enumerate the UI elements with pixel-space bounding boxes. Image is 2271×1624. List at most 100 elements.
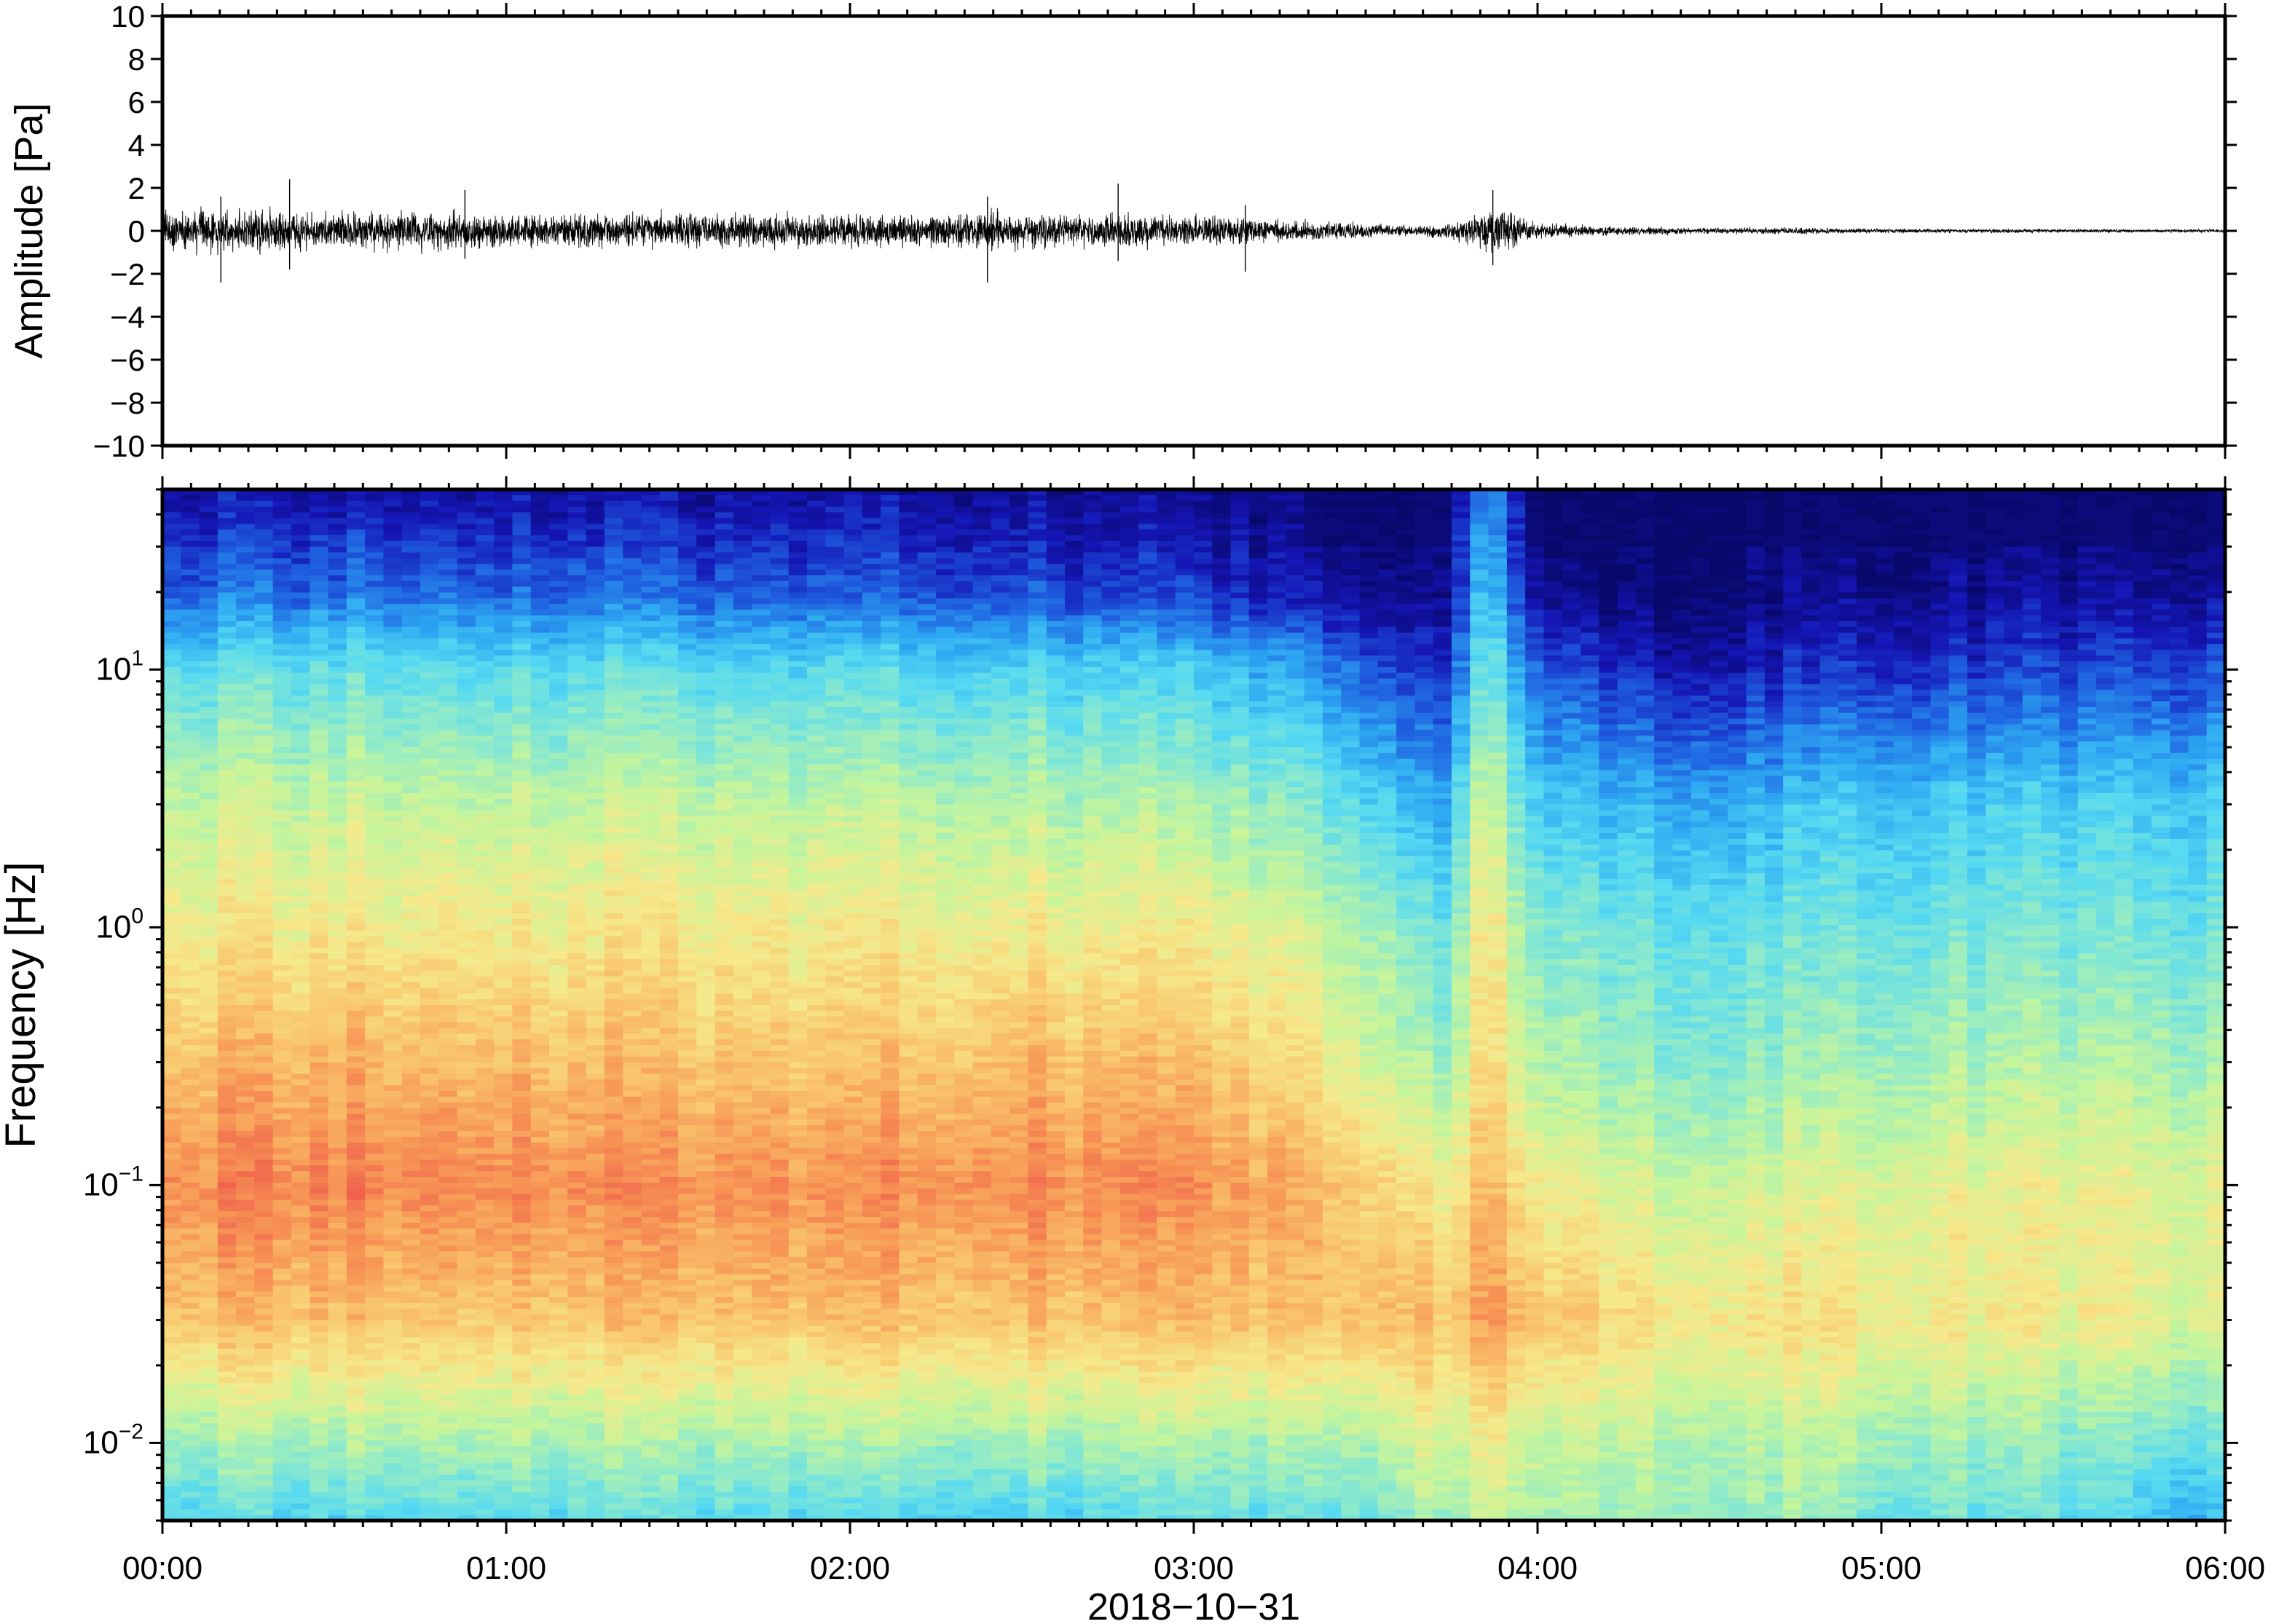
spectrogram-cell [328, 1056, 347, 1063]
spectrogram-cell [457, 1394, 476, 1401]
spectrogram-cell [346, 1400, 366, 1407]
spectrogram-cell [530, 1211, 550, 1218]
spectrogram-cell [236, 1486, 256, 1493]
spectrogram-cell [475, 896, 495, 902]
spectrogram-cell [641, 1005, 661, 1012]
spectrogram-cell [604, 1108, 623, 1115]
spectrogram-cell [365, 661, 385, 668]
spectrogram-cell [512, 1039, 532, 1046]
spectrogram-cell [494, 902, 513, 908]
spectrogram-cell [383, 1469, 403, 1475]
spectrogram-cell [383, 970, 403, 977]
spectrogram-cell [567, 1016, 587, 1023]
spectrogram-cell [401, 752, 421, 760]
spectrogram-cell [199, 644, 219, 650]
spectrogram-cell [254, 1451, 274, 1459]
spectrogram-cell [549, 1222, 568, 1229]
spectrogram-cell [494, 1068, 513, 1074]
spectrogram-cell [438, 1239, 458, 1246]
spectrogram-cell [438, 718, 458, 725]
spectrogram-cell [530, 540, 550, 548]
spectrogram-cell [199, 919, 219, 926]
spectrogram-cell [346, 902, 366, 908]
spectrogram-cell [530, 718, 550, 725]
spectrogram-cell [623, 1400, 642, 1407]
spectrogram-cell [586, 1354, 605, 1361]
spectrogram-cell [236, 506, 256, 513]
spectrogram-cell [530, 1314, 550, 1321]
spectrogram-cell [346, 500, 366, 508]
spectrogram-cell [181, 638, 200, 645]
spectrogram-cell [438, 1515, 458, 1521]
spectrogram-cell [365, 1113, 385, 1120]
spectrogram-cell [310, 821, 329, 828]
spectrogram-cell [475, 902, 495, 908]
spectrogram-cell [217, 512, 237, 519]
spectrogram-cell [365, 1142, 385, 1149]
spectrogram-cell [512, 1343, 532, 1349]
spectrogram-cell [291, 964, 310, 971]
spectrogram-cell [236, 1400, 256, 1407]
spectrogram-cell [401, 1331, 421, 1338]
spectrogram-cell [401, 878, 421, 886]
spectrogram-cell [567, 1325, 587, 1332]
spectrogram-cell [310, 540, 329, 548]
spectrogram-cell [181, 988, 200, 994]
spectrogram-cell [272, 650, 292, 656]
spectrogram-cell [457, 1096, 476, 1103]
spectrogram-cell [236, 1509, 256, 1515]
spectrogram-cell [199, 569, 219, 576]
spectrogram-cell [457, 650, 476, 656]
spectrogram-cell [475, 1096, 495, 1103]
spectrogram-cell [623, 540, 642, 548]
spectrogram-cell [457, 1205, 476, 1212]
spectrogram-cell [328, 1435, 347, 1441]
spectrogram-cell [604, 1297, 623, 1304]
waveform-y-tick-label: 8 [128, 42, 145, 76]
spectrogram-cell [181, 620, 200, 628]
spectrogram-cell [494, 1331, 513, 1338]
spectrogram-cell [567, 833, 587, 840]
spectrogram-cell [494, 1188, 513, 1195]
spectrogram-cell [272, 970, 292, 977]
spectrogram-cell [217, 1119, 237, 1126]
spectrogram-cell [457, 1365, 476, 1373]
spectrogram-cell [512, 604, 532, 610]
spectrogram-cell [604, 873, 623, 880]
spectrogram-cell [328, 1400, 347, 1407]
spectrogram-cell [549, 867, 568, 874]
spectrogram-cell [549, 884, 568, 891]
spectrogram-cell [549, 1417, 568, 1424]
spectrogram-cell [236, 1446, 256, 1453]
spectrogram-cell [475, 1131, 495, 1138]
spectrogram-cell [530, 1165, 550, 1172]
spectrogram-cell [181, 1303, 200, 1309]
spectrogram-cell [512, 1125, 532, 1132]
spectrogram-cell [346, 1417, 366, 1424]
spectrogram-cell [457, 1400, 476, 1407]
spectrogram-cell [420, 1308, 439, 1315]
spectrogram-cell [512, 638, 532, 645]
spectrogram-cell [346, 1515, 366, 1521]
spectrogram-cell [623, 1354, 642, 1361]
spectrogram-cell [494, 524, 513, 530]
spectrogram-cell [604, 1406, 623, 1413]
spectrogram-cell [494, 1217, 513, 1223]
spectrogram-cell [254, 1320, 274, 1327]
spectrogram-cell [291, 598, 310, 604]
spectrogram-cell [217, 730, 237, 736]
spectrogram-cell [586, 1062, 605, 1069]
spectrogram-cell [236, 1251, 256, 1258]
spectrogram-cell [365, 690, 385, 696]
spectrogram-cell [604, 1423, 623, 1430]
spectrogram-cell [567, 1096, 587, 1103]
spectrogram-cell [420, 862, 439, 868]
spectrogram-cell [420, 1297, 439, 1304]
spectrogram-cell [328, 758, 347, 765]
spectrogram-cell [475, 936, 495, 943]
spectrogram-cell [512, 924, 532, 931]
spectrogram-cell [328, 821, 347, 828]
spectrogram-cell [346, 821, 366, 828]
spectrogram-cell [475, 1199, 495, 1206]
spectrogram-cell [549, 1142, 568, 1149]
